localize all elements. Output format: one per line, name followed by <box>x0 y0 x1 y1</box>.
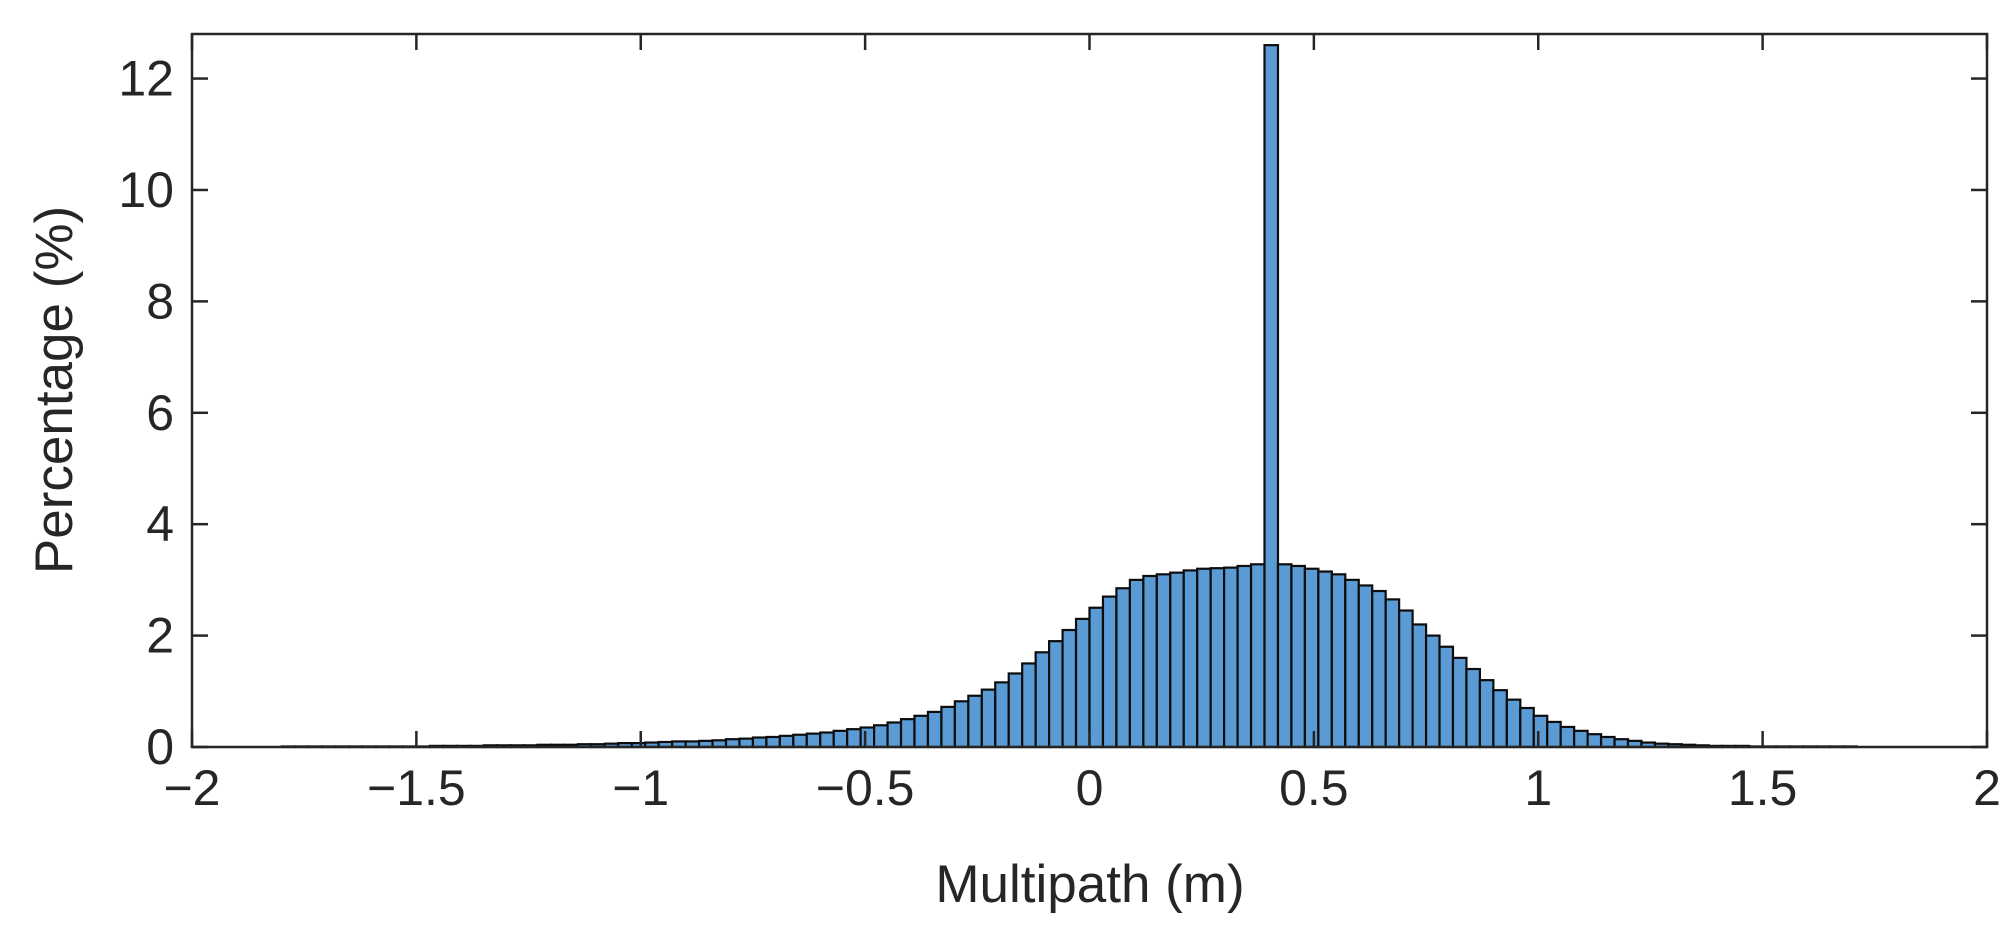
y-tick-label: 2 <box>146 608 174 664</box>
histogram-bar <box>1465 667 1482 749</box>
histogram-bar <box>967 694 983 749</box>
histogram-bar <box>1182 569 1199 749</box>
histogram-bar <box>1371 589 1387 749</box>
histogram-bar <box>1303 567 1320 749</box>
histogram-bar <box>980 688 997 749</box>
histogram-bar <box>1115 587 1131 749</box>
x-tick-label: 2 <box>1973 760 2001 816</box>
x-tick-label: 1 <box>1524 760 1552 816</box>
histogram-bar <box>1317 570 1333 749</box>
histogram-bar <box>1223 566 1239 749</box>
y-tick-label: 10 <box>118 162 174 218</box>
histogram-bar <box>1249 563 1266 749</box>
y-tick-label: 4 <box>146 496 174 552</box>
histogram-bar <box>1101 595 1118 749</box>
histogram-bar <box>1061 628 1078 749</box>
x-tick-label: 0.5 <box>1279 760 1349 816</box>
histogram-bar <box>1169 571 1185 749</box>
y-tick-label: 8 <box>146 273 174 329</box>
histogram-bar <box>1411 623 1428 749</box>
y-tick-label: 12 <box>118 51 174 107</box>
histogram-bar <box>859 726 876 749</box>
histogram-bar <box>1074 617 1091 749</box>
histogram-bar <box>1007 672 1024 749</box>
histogram-bar <box>765 735 781 749</box>
x-tick-labels: −2 −1.5 −1 −0.5 0 0.5 1 1.5 2 <box>163 760 2000 816</box>
histogram-bar <box>1276 563 1293 749</box>
histogram-bar <box>792 733 808 749</box>
histogram-bar <box>886 721 903 749</box>
histogram-bar <box>1573 729 1589 749</box>
histogram-bar <box>1263 44 1280 749</box>
axis-ticks <box>190 34 1989 749</box>
x-tick-label: 1.5 <box>1728 760 1798 816</box>
y-tick-label: 0 <box>146 719 174 775</box>
histogram-bar <box>1424 634 1441 749</box>
x-tick-label: −0.5 <box>816 760 915 816</box>
histogram-bar <box>1209 567 1226 749</box>
histogram-bar <box>778 734 795 749</box>
histogram-bar <box>926 710 943 749</box>
histogram-bar <box>913 714 930 749</box>
histogram-bar <box>1236 564 1253 749</box>
x-tick-label: −1 <box>612 760 669 816</box>
histogram-bar <box>1398 609 1414 749</box>
histogram-bar <box>1586 733 1603 749</box>
histogram-bar <box>1128 578 1145 749</box>
histogram-bar <box>1155 573 1172 749</box>
histogram-bar <box>1357 584 1374 749</box>
histogram-bar <box>1142 574 1158 749</box>
histogram-bar <box>751 736 768 749</box>
y-axis-label: Percentage (%) <box>25 206 84 574</box>
x-axis-label: Multipath (m) <box>935 855 1244 914</box>
histogram-bar <box>846 728 862 749</box>
histogram-bar <box>1492 689 1508 749</box>
histogram-bar <box>1034 651 1051 749</box>
histogram-bars <box>280 44 1858 749</box>
x-tick-label: 0 <box>1076 760 1104 816</box>
histogram-bar <box>872 724 889 749</box>
histogram-bar <box>899 718 916 749</box>
y-tick-labels: 0 2 4 6 8 10 12 <box>118 51 174 775</box>
histogram-bar <box>1438 645 1455 749</box>
histogram-bar <box>738 737 755 749</box>
histogram-bar <box>940 705 956 749</box>
x-tick-label: −2 <box>163 760 220 816</box>
histogram-bar <box>1559 725 1576 749</box>
histogram-bar <box>1451 656 1468 749</box>
y-tick-label: 6 <box>146 385 174 441</box>
histogram-bar <box>1290 564 1306 749</box>
histogram-bar <box>832 729 849 749</box>
histogram-bar <box>1021 662 1037 749</box>
histogram-bar <box>819 731 835 749</box>
histogram-bar <box>1196 567 1212 749</box>
histogram-bar <box>1532 714 1549 749</box>
histogram-bar <box>994 681 1010 749</box>
histogram-bar <box>1519 706 1535 749</box>
x-tick-label: −1.5 <box>367 760 466 816</box>
histogram-bar <box>1505 698 1522 749</box>
histogram-bar <box>1599 735 1616 749</box>
histogram-bar <box>1344 578 1360 749</box>
histogram-bar <box>1478 679 1495 749</box>
histogram-bar <box>1384 598 1401 749</box>
histogram-bar <box>1546 720 1562 749</box>
histogram-bar <box>805 732 822 749</box>
histogram-bar <box>1048 640 1064 749</box>
histogram-bar <box>953 700 970 749</box>
histogram-bar <box>1330 573 1347 749</box>
histogram-bar <box>1088 606 1105 749</box>
